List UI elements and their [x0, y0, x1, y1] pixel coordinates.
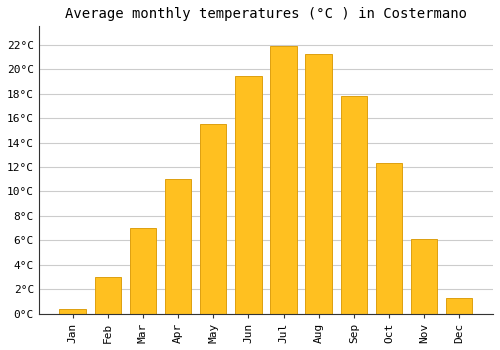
Bar: [340, 96, 367, 314]
Bar: [270, 46, 296, 314]
Bar: [306, 54, 332, 314]
Title: Average monthly temperatures (°C ) in Costermano: Average monthly temperatures (°C ) in Co…: [65, 7, 467, 21]
Bar: [60, 309, 86, 314]
Bar: [130, 228, 156, 314]
Bar: [235, 76, 262, 314]
Bar: [376, 163, 402, 314]
Bar: [200, 124, 226, 314]
Bar: [411, 239, 438, 314]
Bar: [446, 298, 472, 314]
Bar: [94, 277, 121, 314]
Bar: [165, 179, 191, 314]
